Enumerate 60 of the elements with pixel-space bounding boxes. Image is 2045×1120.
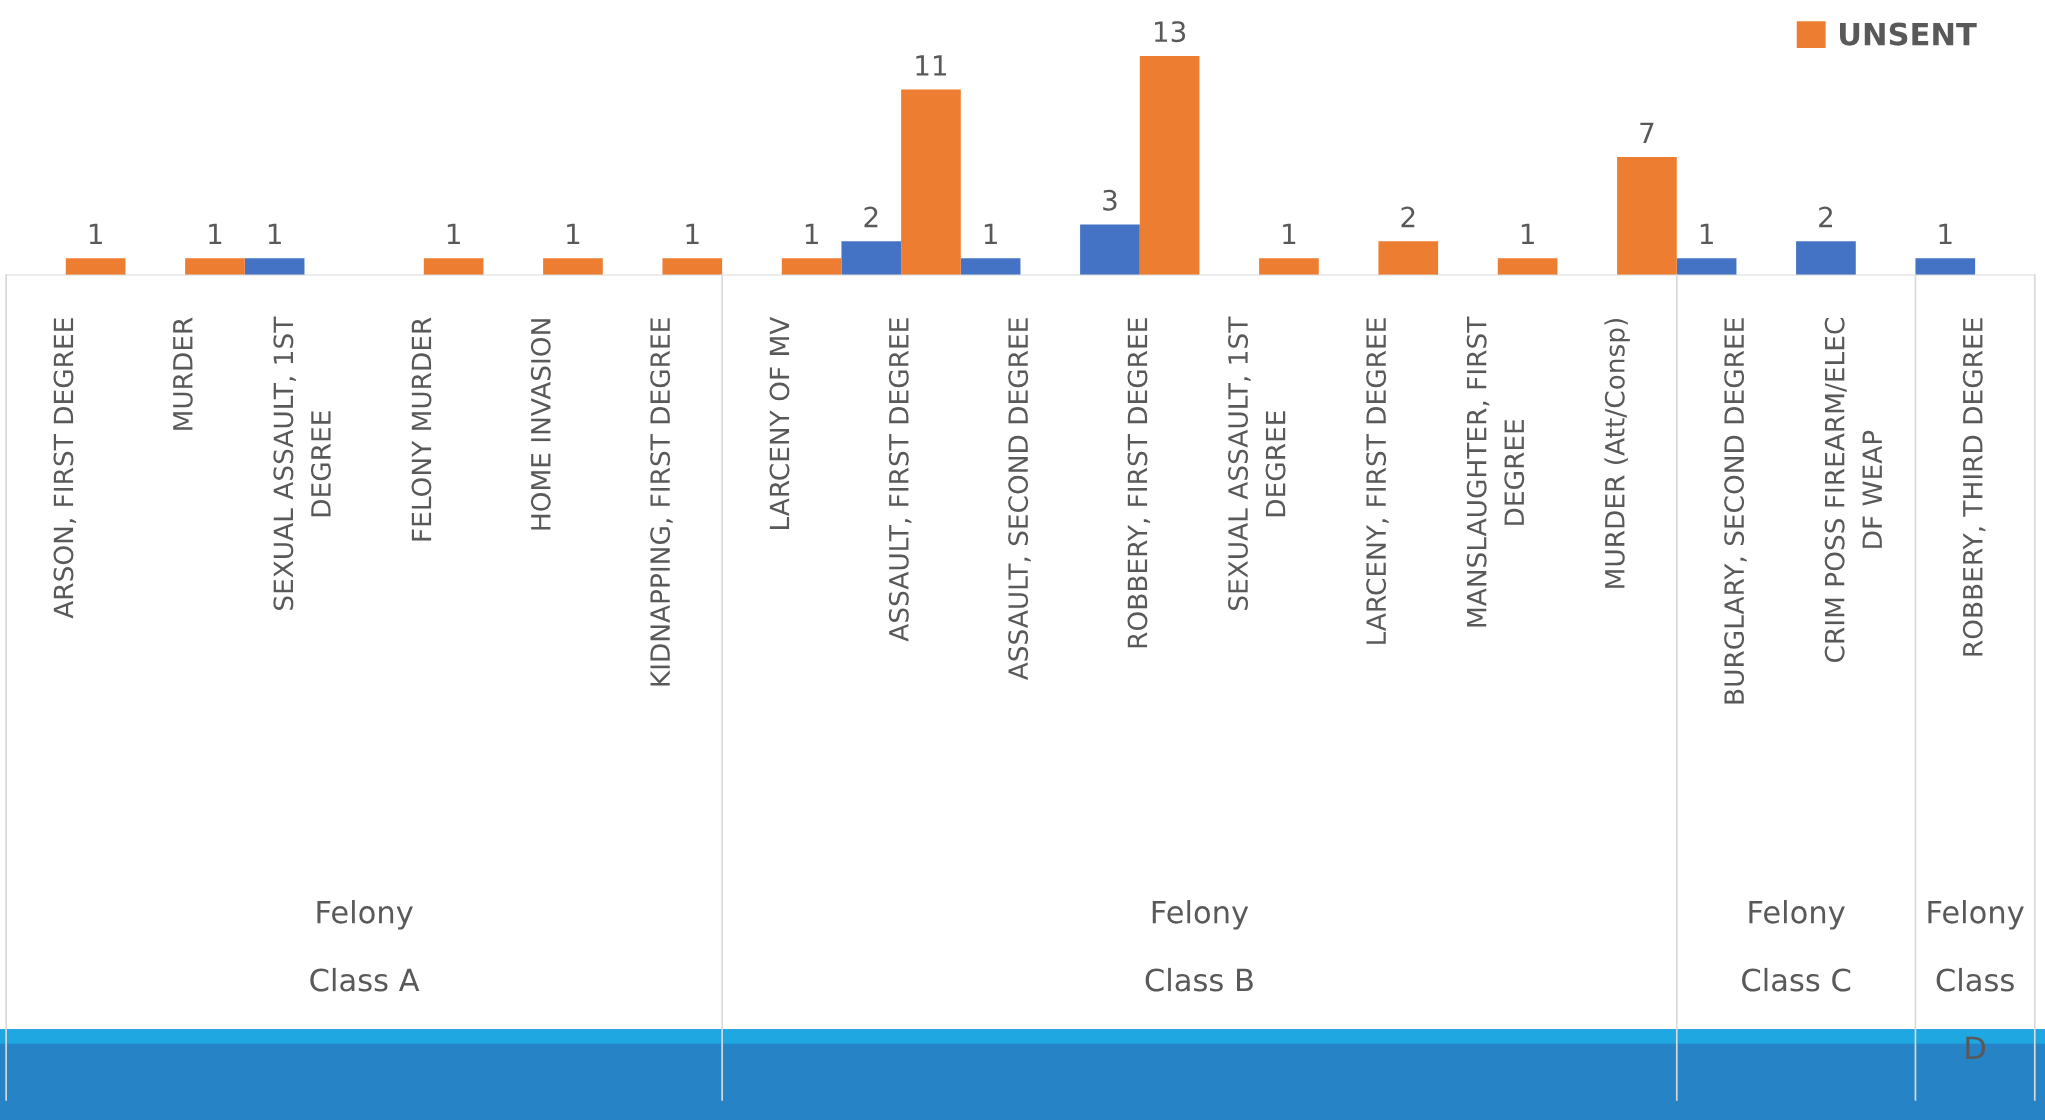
x-tick-label: MURDER (Att/Consp) — [1604, 318, 1630, 588]
data-label: 1 — [268, 223, 281, 245]
x-tick-label: KIDNAPPING, FIRST DEGREE — [650, 318, 673, 686]
data-label: 1 — [1939, 223, 1952, 245]
bar — [1617, 157, 1677, 275]
data-label: 1 — [567, 223, 580, 245]
bar — [1139, 55, 1200, 275]
data-label: 1 — [984, 223, 997, 245]
bar — [1796, 241, 1856, 275]
text: Felony Class D — [1928, 900, 2024, 1059]
bar — [841, 241, 902, 275]
bar — [901, 89, 961, 275]
bar — [543, 258, 603, 275]
data-label: 2 — [1401, 206, 1415, 228]
x-tick-label: ROBBERY, THIRD DEGREE — [1962, 318, 1986, 656]
x-tick-label: LARCENY, FIRST DEGREE — [1366, 318, 1389, 644]
bar — [781, 258, 842, 275]
bar — [1497, 258, 1558, 275]
data-label: 11 — [916, 55, 947, 76]
x-tick-label: MURDER — [173, 317, 193, 430]
bar — [1378, 241, 1439, 275]
x-tick-label: ASSAULT, SECOND DEGREE — [1008, 318, 1031, 681]
x-tick-label: ARSON, FIRST DEGREE — [53, 318, 77, 619]
data-label: 3 — [1103, 189, 1117, 211]
x-tick-label: LARCENY OF MV — [769, 316, 790, 529]
bar — [1676, 258, 1737, 275]
bar — [244, 258, 305, 275]
text: Felony Class C — [1742, 900, 1851, 992]
bar — [1080, 224, 1140, 275]
data-label: 1 — [89, 223, 102, 245]
data-label: 1 — [1283, 223, 1296, 245]
data-label: 1 — [1521, 223, 1534, 245]
data-label: 1 — [209, 223, 222, 245]
data-label: 2 — [1819, 206, 1832, 228]
x-tick-label: ROBBERY, FIRST DEGREE — [1127, 318, 1151, 648]
x-tick-label: MANSLAUGHTER, FIRST DEGREE — [1466, 316, 1525, 627]
x-tick-label: SEXUAL ASSAULT, 1ST DEGREE — [1228, 316, 1286, 610]
x-tick-label: CRIM POSS FIREARM/ELEC DF WEAP — [1824, 318, 1882, 662]
x-tick-label: SEXUAL ASSAULT, 1ST DEGREE — [273, 316, 331, 610]
data-label: 2 — [864, 206, 878, 228]
text: Felony Class B — [1145, 900, 1253, 992]
bar — [960, 258, 1021, 275]
bar — [185, 258, 245, 275]
data-label: 1 — [1700, 223, 1713, 245]
legend-label: UNSENT — [1839, 22, 1977, 46]
x-tick-label: HOME INVASION — [530, 319, 551, 530]
x-tick-label: BURGLARY, SECOND DEGREE — [1724, 318, 1747, 704]
bar — [65, 258, 126, 275]
bar — [1259, 258, 1319, 275]
bar — [1915, 258, 1976, 275]
bar — [423, 258, 484, 275]
data-label: 1 — [447, 223, 460, 245]
x-tick-label: FELONY MURDER — [411, 317, 432, 541]
data-label: 13 — [1155, 21, 1186, 43]
data-label: 1 — [686, 223, 699, 245]
data-label: 1 — [805, 223, 818, 245]
x-tick-label: ASSAULT, FIRST DEGREE — [888, 318, 912, 642]
text: Felony Class A — [310, 900, 420, 992]
bar — [662, 258, 723, 275]
data-label: 7 — [1640, 122, 1654, 143]
